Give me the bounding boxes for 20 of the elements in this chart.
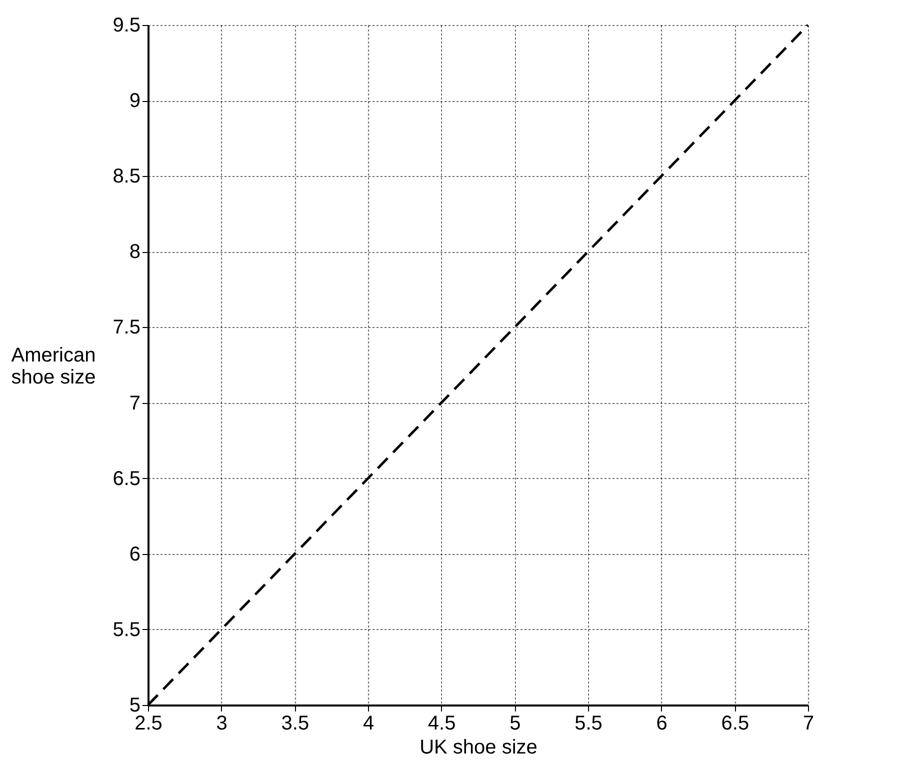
- x-tick-label: 5.5: [574, 712, 602, 734]
- x-tick-label: 3: [216, 712, 228, 734]
- y-tick-label: 7: [129, 392, 140, 414]
- x-axis-title: UK shoe size: [420, 736, 538, 758]
- x-tick-label: 3.5: [281, 712, 310, 734]
- y-axis-title: American shoe size: [11, 344, 96, 388]
- y-tick-label: 5.5: [112, 618, 140, 641]
- y-tick-label: 9.5: [112, 14, 140, 36]
- x-tick-label: 7: [802, 712, 814, 734]
- x-tick-label: 6: [656, 712, 668, 734]
- y-tick-label: 7.5: [112, 316, 140, 339]
- y-tick-label: 6: [129, 543, 140, 566]
- y-tick-label: 8.5: [112, 166, 140, 188]
- y-tick-label: 9: [129, 90, 140, 112]
- x-tick-label: 4: [362, 712, 374, 734]
- x-tick-label: 5: [510, 712, 521, 734]
- x-tick-label: 6.5: [721, 712, 750, 734]
- y-tick-label: 8: [129, 241, 140, 264]
- x-tick-label: 4.5: [428, 712, 456, 734]
- y-tick-label: 6.5: [112, 468, 140, 490]
